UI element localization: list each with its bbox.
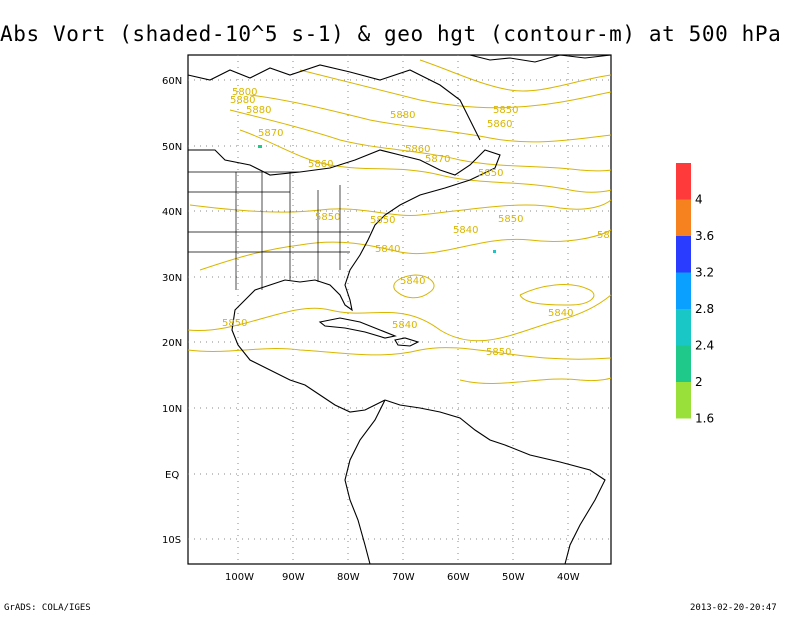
lon-label: 100W bbox=[225, 572, 254, 583]
contour-label: 5850 bbox=[222, 318, 247, 329]
lat-label: 10S bbox=[162, 535, 181, 546]
contour-line bbox=[249, 94, 612, 143]
contour-line bbox=[187, 294, 612, 342]
state-borders bbox=[188, 171, 370, 290]
contour-line bbox=[229, 109, 612, 172]
contour-line bbox=[189, 199, 612, 216]
lat-label: EQ bbox=[165, 470, 179, 481]
colorbar-label: 3.6 bbox=[695, 229, 714, 243]
footer-credit: GrADS: COLA/IGES bbox=[4, 603, 91, 613]
lat-label: 20N bbox=[162, 338, 182, 349]
colorbar-swatch bbox=[676, 163, 691, 200]
colorbar-swatch bbox=[676, 309, 691, 346]
contour-label: 5850 bbox=[493, 105, 518, 116]
contour-label: 5880 bbox=[230, 95, 255, 106]
contour-label: 5840 bbox=[453, 225, 478, 236]
lon-label: 40W bbox=[557, 572, 580, 583]
contour-label: 5850 bbox=[315, 212, 340, 223]
contour-line bbox=[239, 129, 612, 193]
chart-title: Abs Vort (shaded-10^5 s-1) & geo hgt (co… bbox=[0, 22, 782, 46]
lon-label: 60W bbox=[447, 572, 470, 583]
contour-label: 5840 bbox=[375, 244, 400, 255]
contour-label: 5850 bbox=[498, 214, 523, 225]
contour-label: 5860 bbox=[405, 144, 430, 155]
contour-label: 5870 bbox=[425, 154, 450, 165]
lon-label: 50W bbox=[502, 572, 525, 583]
contour-label-group: 5800 5880 5880 5870 5850 5860 5850 5850 … bbox=[222, 87, 610, 358]
colorbar-label: 2.8 bbox=[695, 302, 714, 316]
hispaniola bbox=[394, 337, 420, 347]
lon-axis: 100W 90W 80W 70W 60W 50W 40W bbox=[225, 572, 580, 583]
vorticity-patch bbox=[493, 250, 496, 253]
colorbar-swatch bbox=[676, 272, 691, 309]
cuba bbox=[318, 317, 397, 339]
contour-label: 5840 bbox=[400, 276, 425, 287]
lat-label: 30N bbox=[162, 273, 182, 284]
contour-line bbox=[519, 284, 595, 306]
lat-label: 60N bbox=[162, 76, 182, 87]
map-frame bbox=[187, 54, 612, 565]
south-america-west-coast bbox=[344, 399, 386, 565]
colorbar: 4 3.6 3.2 2.8 2.4 2 1.6 bbox=[676, 163, 714, 426]
footer-timestamp: 2013-02-20-20:47 bbox=[690, 603, 777, 613]
greenland-coast bbox=[469, 54, 612, 63]
lon-label: 80W bbox=[337, 572, 360, 583]
lat-label: 50N bbox=[162, 142, 182, 153]
contour-line bbox=[393, 274, 435, 299]
lon-label: 90W bbox=[282, 572, 305, 583]
contour-label: 5840 bbox=[548, 308, 573, 319]
lat-axis: 60N 50N 40N 30N 20N 10N EQ 10S bbox=[162, 76, 182, 546]
canada-coast bbox=[187, 64, 481, 141]
contour-label: 5850 bbox=[478, 168, 503, 179]
contour-label: 58 bbox=[597, 230, 610, 241]
vorticity-patch bbox=[258, 145, 262, 148]
contour-label: 5850 bbox=[486, 347, 511, 358]
contour-line bbox=[299, 69, 612, 109]
height-contours bbox=[187, 59, 612, 385]
colorbar-swatch bbox=[676, 382, 691, 419]
colorbar-label: 2.4 bbox=[695, 339, 714, 353]
lon-label: 70W bbox=[392, 572, 415, 583]
colorbar-label: 1.6 bbox=[695, 412, 714, 426]
colorbar-label: 2 bbox=[695, 375, 703, 389]
north-america-coast bbox=[188, 149, 501, 413]
lat-label: 40N bbox=[162, 207, 182, 218]
coastlines bbox=[187, 54, 612, 565]
contour-label: 5880 bbox=[246, 105, 271, 116]
contour-line bbox=[199, 229, 612, 271]
contour-label: 5840 bbox=[392, 320, 417, 331]
lat-label: 10N bbox=[162, 404, 182, 415]
contour-line bbox=[459, 377, 612, 385]
colorbar-label: 4 bbox=[695, 193, 703, 207]
contour-label: 5850 bbox=[370, 215, 395, 226]
contour-label: 5860 bbox=[308, 159, 333, 170]
contour-line bbox=[419, 59, 612, 92]
colorbar-label: 3.2 bbox=[695, 266, 714, 280]
contour-label: 5800 bbox=[232, 87, 257, 98]
contour-label: 5880 bbox=[390, 110, 415, 121]
colorbar-swatch bbox=[676, 345, 691, 382]
colorbar-swatch bbox=[676, 199, 691, 236]
south-america-coast bbox=[384, 399, 606, 565]
contour-label: 5860 bbox=[487, 119, 512, 130]
contour-line bbox=[187, 347, 612, 360]
colorbar-swatch bbox=[676, 236, 691, 273]
contour-label: 5870 bbox=[258, 128, 283, 139]
